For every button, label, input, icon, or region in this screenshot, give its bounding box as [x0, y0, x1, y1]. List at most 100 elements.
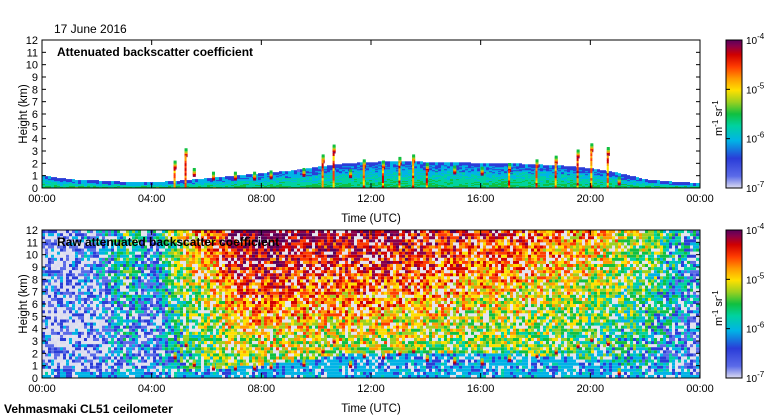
field-cell	[132, 338, 135, 341]
field-cell	[51, 341, 54, 345]
field-cell	[72, 276, 75, 280]
field-cell	[57, 230, 60, 234]
field-cell	[87, 264, 90, 267]
precip-cell	[362, 177, 365, 181]
field-cell	[126, 331, 129, 335]
field-cell	[87, 260, 90, 264]
field-cell	[111, 353, 114, 357]
field-cell	[126, 362, 129, 366]
x-tick-label: 08:00	[248, 193, 276, 205]
field-cell	[99, 276, 102, 280]
field-cell	[81, 344, 84, 348]
field-cell	[81, 233, 84, 237]
field-cell	[93, 325, 96, 329]
field-cell	[273, 172, 276, 176]
field-cell	[78, 230, 81, 234]
field-cell	[51, 365, 54, 369]
field-cell	[132, 245, 135, 249]
precip-cell	[321, 177, 324, 181]
field-cell	[135, 254, 138, 258]
field-cell	[48, 356, 51, 360]
field-cell	[57, 291, 60, 295]
precip-cell	[321, 182, 324, 186]
field-cell	[51, 288, 54, 292]
field-cell	[132, 322, 135, 326]
field-cell	[45, 344, 48, 348]
field-cell	[87, 328, 90, 332]
field-cell	[102, 375, 105, 378]
precip-cell	[184, 160, 187, 164]
field-cell	[93, 331, 96, 335]
field-cell	[171, 181, 174, 185]
field-cell	[141, 270, 144, 274]
field-cell	[105, 371, 108, 375]
field-cell	[417, 161, 420, 165]
field-cell	[105, 310, 108, 314]
field-cell	[570, 166, 573, 170]
field-cell	[99, 353, 102, 357]
precip-cell	[590, 152, 593, 156]
field-cell	[81, 304, 84, 308]
field-cell	[99, 285, 102, 289]
precip-cell	[332, 177, 335, 181]
field-cell	[111, 267, 114, 271]
field-cell	[120, 365, 123, 369]
cloud-cell	[398, 156, 402, 160]
field-cell	[126, 254, 129, 258]
field-cell	[99, 359, 102, 363]
field-cell	[87, 254, 90, 258]
field-cell	[135, 344, 138, 348]
field-cell	[81, 356, 84, 360]
field-cell	[78, 331, 81, 335]
field-cell	[66, 347, 69, 351]
field-cell	[102, 344, 105, 348]
field-cell	[108, 371, 111, 375]
field-cell	[96, 307, 99, 311]
field-cell	[60, 267, 63, 271]
field-cell	[132, 279, 135, 283]
precip-cell	[412, 180, 415, 184]
field-cell	[117, 353, 120, 357]
field-cell	[54, 359, 57, 363]
field-cell	[84, 368, 87, 372]
field-cell	[93, 288, 96, 292]
field-cell	[87, 344, 90, 348]
field-cell	[126, 341, 129, 345]
field-cell	[45, 316, 48, 320]
field-cell	[123, 359, 126, 363]
field-cell	[120, 347, 123, 351]
field-cell	[108, 362, 111, 366]
field-cell	[132, 236, 135, 240]
field-cell	[81, 301, 84, 304]
field-cell	[132, 319, 135, 323]
precip-cell	[332, 155, 335, 159]
field-cell	[78, 356, 81, 360]
field-cell	[111, 264, 114, 267]
field-cell	[138, 301, 141, 304]
precip-cell	[508, 175, 511, 179]
field-cell	[78, 288, 81, 292]
field-cell	[72, 288, 75, 292]
field-cell	[84, 365, 87, 369]
field-cell	[84, 254, 87, 258]
field-cell	[147, 233, 150, 237]
field-cell	[60, 356, 63, 360]
field-cell	[135, 248, 138, 252]
field-cell	[72, 304, 75, 308]
field-cell	[63, 178, 66, 182]
field-cell	[135, 242, 138, 246]
field-cell	[114, 325, 117, 329]
field-cell	[60, 319, 63, 323]
field-cell	[87, 356, 90, 360]
field-cell	[159, 182, 162, 186]
field-cell	[117, 319, 120, 323]
field-cell	[579, 167, 582, 171]
precip-cell	[398, 175, 401, 179]
field-cell	[207, 178, 210, 182]
field-cell	[54, 356, 57, 360]
field-cell	[120, 375, 123, 378]
field-cell	[327, 165, 330, 169]
field-cell	[150, 313, 153, 317]
field-cell	[117, 322, 120, 326]
field-cell	[129, 260, 132, 264]
